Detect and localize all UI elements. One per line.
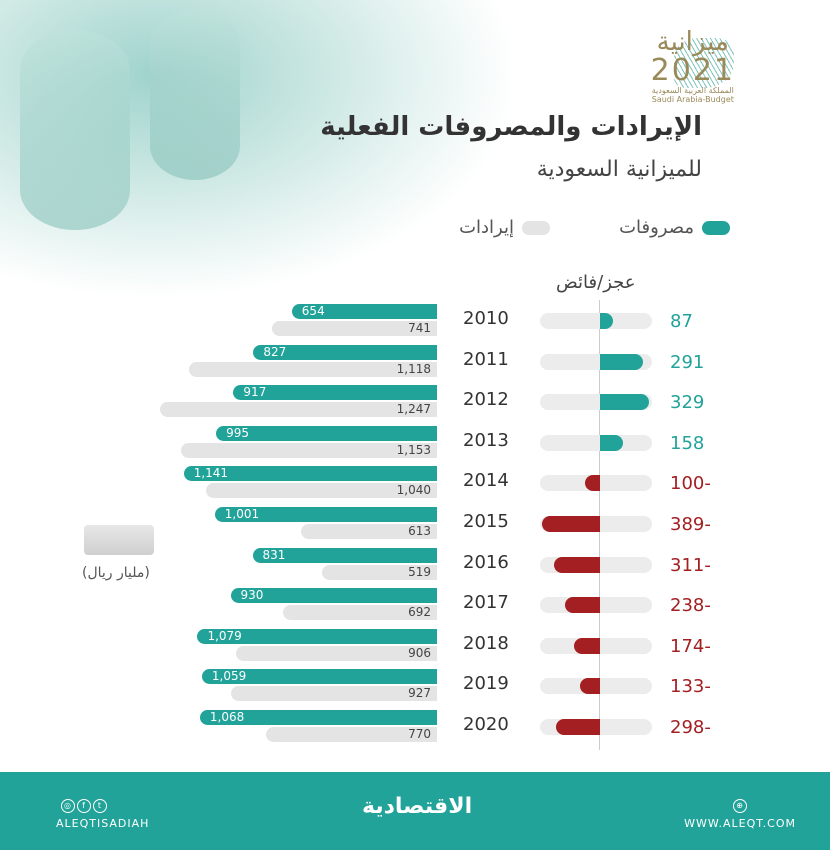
- social-handle[interactable]: ALEQTISADIAH: [56, 817, 150, 830]
- balance-value: 100-: [670, 473, 711, 495]
- expenses-bar: 930: [230, 588, 437, 604]
- legend-swatch-expenses: [702, 220, 730, 235]
- year-label: 2019: [463, 673, 509, 695]
- balance-value: 174-: [670, 635, 711, 657]
- header-background-image: [0, 0, 520, 300]
- legend-expenses: مصروفات: [619, 217, 730, 238]
- chart-subtitle: للميزانية السعودية: [536, 157, 702, 182]
- instagram-icon[interactable]: ◎: [61, 799, 75, 813]
- surplus-bar: [600, 434, 624, 451]
- logo-year: 2021: [650, 53, 735, 88]
- deficit-track: [540, 434, 652, 451]
- balance-value: 291: [670, 351, 705, 373]
- balance-value: 298-: [670, 717, 711, 738]
- revenues-bar: 770: [266, 727, 437, 742]
- chart-title: الإيرادات والمصروفات الفعلية: [320, 112, 702, 142]
- logo-line2: Saudi Arabia-Budget: [651, 95, 734, 104]
- balance-value: 311-: [670, 554, 711, 576]
- revenues-bar: 741: [272, 321, 437, 336]
- balance-value: 329: [670, 392, 705, 414]
- brand-logo: الاقتصادية: [362, 794, 473, 819]
- revenues-bar: 1,040: [206, 483, 437, 499]
- deficit-surplus-header: عجز/فائض: [556, 272, 636, 293]
- legend-label: إيرادات: [459, 217, 514, 238]
- expenses-bar: 1,079: [197, 628, 437, 644]
- legend-label: مصروفات: [619, 217, 694, 238]
- revenues-bar: 692: [283, 605, 437, 621]
- revenues-bar: 613: [300, 524, 437, 539]
- balance-value: 133-: [670, 676, 711, 698]
- footer: ◎ f t ALEQTISADIAH الاقتصادية ⊕ WWW.ALEQT.…: [0, 772, 830, 850]
- expenses-bar: 654: [291, 304, 437, 319]
- year-label: 2011: [463, 348, 509, 370]
- website-block: ⊕ WWW.ALEQT.COM: [684, 798, 796, 830]
- year-label: 2012: [463, 389, 509, 411]
- facebook-icon[interactable]: f: [77, 799, 91, 813]
- globe-icon: ⊕: [733, 799, 748, 813]
- revenues-bar: 1,118: [188, 361, 437, 377]
- surplus-bar: [600, 353, 644, 370]
- revenues-bar: 906: [235, 645, 437, 661]
- year-label: 2013: [463, 429, 509, 451]
- unit-label: (مليار ريال): [82, 565, 150, 581]
- year-label: 2017: [463, 592, 509, 614]
- expenses-bar: 1,001: [214, 507, 437, 522]
- expenses-bar: 995: [216, 425, 437, 441]
- expenses-bar: 1,059: [201, 669, 437, 685]
- deficit-bar: [553, 556, 600, 573]
- balance-value: 389-: [670, 514, 711, 535]
- money-stack-icon: [84, 525, 154, 555]
- revenues-bar: 519: [321, 564, 437, 580]
- year-label: 2018: [463, 632, 509, 654]
- balance-value: 158: [670, 432, 705, 454]
- year-label: 2016: [463, 551, 509, 573]
- logo-line1: المملكة العربية السعودية: [651, 86, 734, 95]
- deficit-bar: [555, 719, 600, 735]
- revenues-bar: 1,247: [160, 402, 437, 418]
- year-label: 2010: [463, 308, 509, 329]
- budget-2021-logo: ميزانية 2021 المملكة العربية السعودية Sa…: [651, 28, 735, 104]
- balance-value: 238-: [670, 595, 711, 617]
- deficit-bar: [564, 597, 600, 614]
- saudi-map-logo-graphic: [674, 38, 734, 88]
- expenses-bar: 1,141: [183, 466, 437, 482]
- legend-swatch-revenues: [522, 220, 550, 235]
- revenues-bar: 1,153: [181, 442, 437, 458]
- deficit-bar: [542, 516, 600, 532]
- coin-stack-image: [150, 10, 240, 180]
- balance-value: 87: [670, 311, 693, 332]
- surplus-bar: [600, 394, 649, 411]
- surplus-bar: [600, 313, 613, 329]
- deficit-bar: [585, 475, 600, 492]
- deficit-track: [540, 313, 652, 329]
- year-label: 2015: [463, 511, 509, 532]
- expenses-bar: 1,068: [199, 710, 437, 725]
- expenses-bar: 831: [252, 547, 437, 563]
- logo-word: ميزانية: [656, 27, 729, 57]
- social-block: ◎ f t ALEQTISADIAH: [56, 798, 149, 830]
- expenses-bar: 827: [253, 344, 437, 360]
- website-link[interactable]: WWW.ALEQT.COM: [684, 817, 796, 830]
- deficit-bar: [574, 637, 600, 654]
- legend-revenues: إيرادات: [459, 217, 550, 238]
- revenues-bar: 927: [231, 686, 437, 702]
- expenses-bar: 917: [233, 385, 437, 401]
- twitter-icon[interactable]: t: [93, 799, 107, 813]
- year-label: 2020: [463, 714, 509, 735]
- deficit-bar: [580, 678, 600, 695]
- year-label: 2014: [463, 470, 509, 492]
- coin-stack-image: [20, 30, 130, 230]
